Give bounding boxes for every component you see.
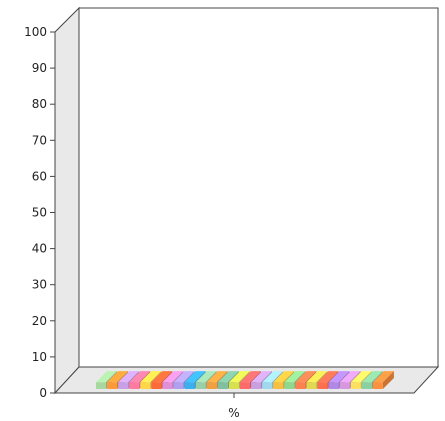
bar-top (195, 371, 217, 383)
bar-top (118, 371, 140, 383)
bar-series (96, 371, 394, 389)
bar-front (107, 382, 118, 389)
bar-top (317, 371, 339, 383)
bar-top (361, 371, 383, 383)
back-wall (78, 7, 439, 368)
x-category-label: % (228, 406, 239, 420)
bar-front (372, 382, 383, 389)
bar-front (206, 382, 217, 389)
bar-front (195, 382, 206, 389)
bar-front (284, 382, 295, 389)
bar-front (339, 382, 350, 389)
bar-top (184, 371, 206, 383)
bar-top (372, 371, 394, 383)
bar-front (306, 382, 317, 389)
chart-frame (53, 6, 440, 395)
bar-front (328, 382, 339, 389)
bar-front (262, 382, 273, 389)
bar-top (306, 371, 328, 383)
bar-front (151, 382, 162, 389)
bar-top (284, 371, 306, 383)
bar-top (217, 371, 239, 383)
y-tick-label: 20 (32, 314, 47, 328)
bar-front (295, 382, 306, 389)
y-tick-label: 10 (32, 350, 47, 364)
bar-front (228, 382, 239, 389)
bar-front (162, 382, 173, 389)
bar-front (317, 382, 328, 389)
bar-top (96, 371, 117, 383)
bar-front (96, 382, 106, 389)
bar-side (382, 371, 394, 389)
y-tick-label: 30 (32, 278, 47, 292)
bar-top (129, 371, 151, 383)
bar-front (118, 382, 129, 389)
bar-front (350, 382, 361, 389)
y-axis: 0 10 20 30 40 50 60 70 80 90 100 (24, 25, 56, 400)
bar-front (217, 382, 228, 389)
bar (372, 371, 394, 389)
y-tick-label: 70 (32, 133, 47, 147)
bar-top (328, 371, 350, 383)
bar-top (273, 371, 295, 383)
bar-top (206, 371, 228, 383)
bar-top (151, 371, 173, 383)
bar-front (184, 382, 195, 389)
bar-front (240, 382, 250, 389)
bar-top (262, 371, 284, 383)
y-tick-label: 100 (24, 25, 47, 39)
bar-front (129, 382, 140, 389)
bar-front (361, 382, 372, 389)
bar-top (162, 371, 184, 383)
y-tick-label: 80 (32, 97, 47, 111)
bar-top (295, 371, 317, 383)
left-wall (54, 6, 80, 395)
bar-top (140, 371, 162, 383)
bar-top (240, 371, 261, 383)
y-tick-label: 40 (32, 242, 47, 256)
bar-top (251, 371, 273, 383)
bar-top (228, 371, 250, 383)
y-tick-label: 50 (32, 206, 47, 220)
bar-front (173, 382, 184, 389)
bar-top (107, 371, 129, 383)
bar-front (140, 382, 151, 389)
bar-front (251, 382, 262, 389)
bar-front (273, 382, 284, 389)
y-tick-label: 90 (32, 61, 47, 75)
x-axis: % (55, 392, 414, 420)
y-tick-label: 0 (39, 386, 47, 400)
bar-top (173, 371, 195, 383)
bar-top (350, 371, 372, 383)
bar-top (339, 371, 361, 383)
y-tick-label: 60 (32, 169, 47, 183)
